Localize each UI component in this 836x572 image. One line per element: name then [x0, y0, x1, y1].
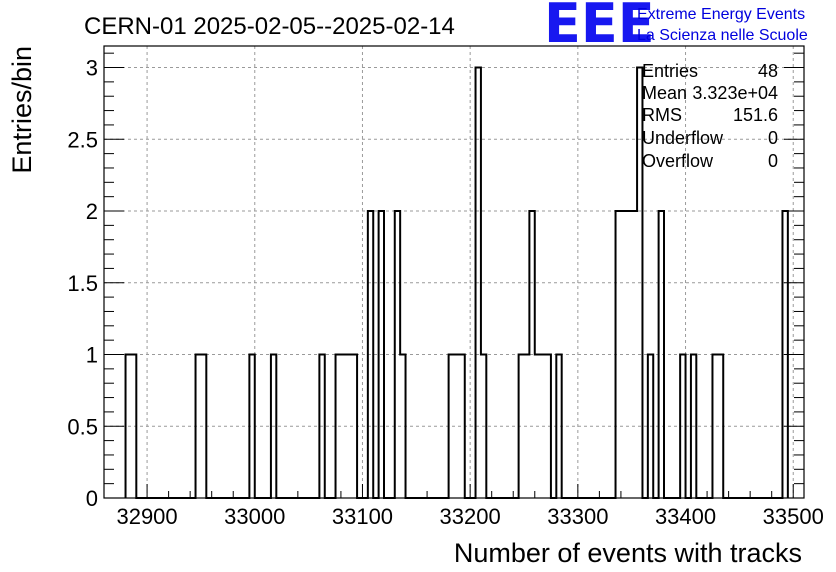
histogram-bar — [556, 355, 561, 498]
histogram-outline — [124, 66, 789, 499]
histogram-bar — [712, 355, 717, 498]
stat-mean-value: 3.323e+04 — [692, 83, 778, 103]
histogram-bar — [540, 355, 545, 498]
histogram-bar — [659, 211, 664, 498]
x-tick-label: 33300 — [547, 504, 608, 529]
x-tick-label: 33100 — [332, 504, 393, 529]
histogram-bar — [524, 355, 529, 498]
stats-box: Entries 48 Mean 3.323e+04 RMS 151.6 Unde… — [642, 61, 778, 171]
histogram-bar — [481, 355, 486, 498]
stat-entries-label: Entries — [642, 61, 698, 81]
y-tick-label: 1 — [86, 343, 98, 368]
chart-title: CERN-01 2025-02-05--2025-02-14 — [84, 13, 455, 40]
stat-overflow-value: 0 — [768, 151, 778, 171]
histogram-bar — [718, 355, 723, 498]
eee-logo: EEE Extreme Energy Events La Scienza nel… — [544, 0, 808, 55]
y-tick-label: 0 — [86, 486, 98, 511]
tick-labels: 32900 33000 33100 33200 33300 33400 33500 0 0.5 1… — [67, 56, 823, 529]
stat-underflow-value: 0 — [768, 128, 778, 148]
histogram-bar — [271, 355, 276, 498]
x-axis-title: Number of events with tracks — [454, 538, 802, 568]
plot-frame — [103, 45, 805, 499]
histogram-bar — [352, 355, 357, 498]
x-tick-label: 33400 — [655, 504, 716, 529]
histogram-bar — [379, 211, 384, 498]
logo-line-1: Extreme Energy Events — [637, 6, 805, 23]
stat-underflow-label: Underflow — [642, 128, 724, 148]
x-tick-label: 33000 — [224, 504, 285, 529]
histogram-bar — [648, 355, 653, 498]
stat-entries-value: 48 — [758, 61, 778, 81]
histogram-bar — [535, 355, 540, 498]
histogram-bar — [368, 211, 373, 498]
histogram-bar — [632, 211, 637, 498]
histogram-bar — [336, 355, 341, 498]
histogram-bar — [319, 355, 324, 498]
stat-overflow-label: Overflow — [642, 151, 714, 171]
y-tick-label: 2.5 — [67, 127, 98, 152]
histogram-bar — [395, 211, 400, 498]
stat-mean-label: Mean — [642, 83, 687, 103]
histogram-bar — [546, 355, 551, 498]
y-tick-label: 1.5 — [67, 271, 98, 296]
histogram-bar — [459, 355, 464, 498]
histogram-bar — [529, 211, 534, 498]
y-tick-label: 0.5 — [67, 414, 98, 439]
histogram-bar — [201, 355, 206, 498]
histogram-bar — [680, 355, 685, 498]
histogram-bar — [454, 355, 459, 498]
histogram-bar — [476, 68, 481, 498]
histogram-bar — [249, 355, 254, 498]
x-tick-label: 33200 — [440, 504, 501, 529]
histogram-bar — [341, 355, 346, 498]
histogram-bar — [616, 211, 621, 498]
histogram-bar — [519, 355, 524, 498]
y-axis-title: Entries/bin — [7, 46, 37, 174]
histogram-bar — [400, 355, 405, 498]
stat-rms-value: 151.6 — [733, 105, 778, 125]
x-tick-label: 33500 — [763, 504, 824, 529]
histogram-bar — [126, 355, 131, 498]
histogram-bar — [346, 355, 351, 498]
histogram-bar — [449, 355, 454, 498]
histogram-bar — [196, 355, 201, 498]
stat-rms-label: RMS — [642, 105, 682, 125]
histogram-bar — [691, 355, 696, 498]
x-tick-label: 32900 — [116, 504, 177, 529]
axis-ticks — [103, 52, 804, 499]
histogram-bar — [131, 355, 136, 498]
logo-line-2: La Scienza nelle Scuole — [637, 27, 808, 44]
histogram-bar — [621, 211, 626, 498]
y-tick-label: 3 — [86, 56, 98, 81]
histogram-bar — [626, 211, 631, 498]
y-tick-label: 2 — [86, 199, 98, 224]
